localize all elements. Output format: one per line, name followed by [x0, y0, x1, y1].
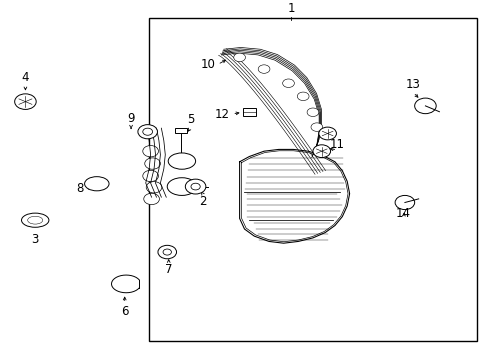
- Text: 7: 7: [164, 263, 172, 276]
- Circle shape: [163, 249, 171, 255]
- Text: 14: 14: [395, 207, 410, 220]
- Text: 12: 12: [214, 108, 229, 121]
- Text: 6: 6: [121, 305, 128, 318]
- Circle shape: [15, 94, 36, 109]
- Circle shape: [143, 193, 159, 204]
- Circle shape: [158, 245, 176, 259]
- Ellipse shape: [167, 178, 196, 195]
- Bar: [175, 128, 186, 134]
- Text: 2: 2: [199, 195, 206, 208]
- Text: 13: 13: [405, 78, 420, 91]
- Circle shape: [414, 98, 435, 114]
- Bar: [149, 18, 476, 341]
- Ellipse shape: [21, 213, 49, 227]
- Circle shape: [310, 123, 322, 131]
- Circle shape: [258, 65, 269, 73]
- Ellipse shape: [84, 177, 109, 191]
- Circle shape: [306, 108, 318, 117]
- Bar: [242, 108, 256, 116]
- Text: 10: 10: [200, 58, 215, 71]
- Text: 1: 1: [286, 2, 294, 15]
- Circle shape: [138, 125, 157, 139]
- Circle shape: [282, 79, 294, 87]
- Ellipse shape: [168, 153, 195, 169]
- Circle shape: [142, 170, 158, 181]
- Text: 4: 4: [21, 71, 29, 84]
- Circle shape: [233, 53, 245, 62]
- Circle shape: [185, 179, 205, 194]
- Circle shape: [142, 145, 158, 157]
- Ellipse shape: [28, 216, 42, 224]
- Text: 3: 3: [31, 233, 39, 246]
- Text: 5: 5: [186, 113, 194, 126]
- Text: 11: 11: [329, 138, 344, 151]
- Circle shape: [144, 158, 160, 169]
- Circle shape: [191, 183, 200, 190]
- Circle shape: [394, 195, 414, 210]
- Text: 9: 9: [127, 112, 135, 125]
- Circle shape: [312, 145, 330, 158]
- Circle shape: [146, 181, 162, 193]
- Circle shape: [318, 127, 336, 140]
- Circle shape: [297, 92, 308, 100]
- Text: 8: 8: [76, 182, 83, 195]
- Circle shape: [142, 128, 152, 135]
- Polygon shape: [239, 149, 349, 243]
